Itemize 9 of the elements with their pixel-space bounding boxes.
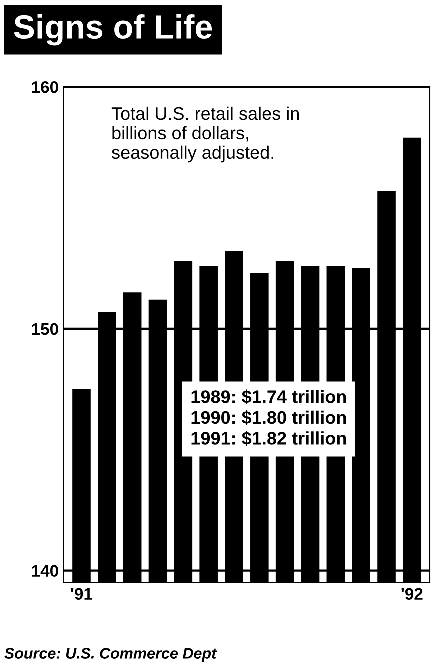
annotation: 1989: $1.74 trillion 1990: $1.80 trillion 1991: $1.82 trillion [192,390,346,446]
chart-title: Signs of Life [14,14,212,46]
x-tick-label: '92 [402,588,423,600]
y-tick-label: 140 [32,565,58,578]
x-tick-label: '91 [71,588,93,600]
source-note: Source: U.S. Commerce Dept [4,648,218,662]
y-tick-label: 160 [32,82,58,94]
text: Total U.S. retail sales in billions of dollars, seasonally adjusted. [112,106,300,163]
y-tick-label: 150 [32,323,58,336]
